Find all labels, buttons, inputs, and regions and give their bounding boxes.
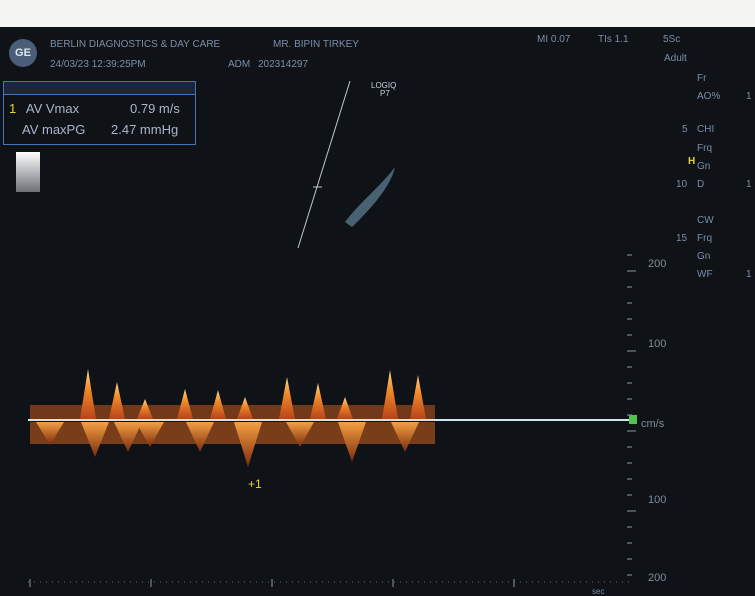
cw-cursor-line [297,80,351,249]
systolic-spike [177,389,193,419]
velocity-label: 200 [648,258,667,270]
param-label: Frq [697,143,712,154]
flow-trace [81,422,109,457]
flow-trace [391,422,419,452]
param-label: Gn [697,251,711,262]
measurement-row-vmax: 1 AV Vmax [9,101,79,116]
systolic-spike [382,370,398,419]
exam-datetime: 24/03/23 12:39:25PM [50,59,146,70]
param-label: Fr [697,73,707,84]
adm-label: ADM [228,59,251,70]
patient-name: MR. BIPIN TIRKEY [273,39,359,50]
caliper-mark: +1 [248,477,262,491]
param-label: Frq [697,233,712,244]
institution-name: BERLIN DIAGNOSTICS & DAY CARE [50,39,221,50]
systolic-spike [310,383,326,419]
thermal-index: TIs 1.1 [598,34,629,45]
param-label: WF [697,269,713,280]
flow-trace [114,422,142,452]
flow-trace [136,422,164,447]
param-value: 1 [746,269,752,280]
mechanical-index: MI 0.07 [537,34,571,45]
param-value: 1 [746,179,752,190]
preset-mode: Adult [664,53,687,64]
flow-trace [36,422,64,445]
flow-trace [186,422,214,452]
systolic-spike [410,375,426,419]
doppler-spectrum [30,369,435,467]
velocity-label: 100 [648,338,667,350]
doppler-display [28,80,637,587]
param-label: AO% [697,91,721,102]
depth-mark: 15 [676,233,688,244]
param-label: CW [697,215,714,226]
time-unit: sec [592,587,605,596]
velocity-label: 100 [648,494,667,506]
param-label: Gn [697,161,711,172]
time-axis [28,579,632,587]
depth-mark: 5 [682,124,688,135]
focus-marker-icon: H [688,156,696,167]
depth-mark: 10 [676,179,688,190]
systolic-spike [210,390,226,419]
ultrasound-screen: GE BERLIN DIAGNOSTICS & DAY CARE MR. BIP… [0,27,755,596]
systolic-spike [137,399,153,419]
system-label: LOGIQ [371,81,397,90]
baseline-marker [629,415,637,424]
flow-trace [338,422,366,462]
systolic-spike [279,377,295,419]
flow-trace [234,422,262,467]
systolic-spike [337,397,353,419]
velocity-unit: cm/s [641,418,665,430]
measurement-label: AV Vmax [25,101,80,116]
grayscale-bar [16,152,40,192]
spectrum-band-upper [30,405,435,419]
systolic-spike [80,369,96,419]
measurement-box: 1 AV Vmax 0.79 m/s AV maxPG 2.47 mmHg [3,81,196,145]
param-label: D [697,179,705,190]
probe-name: 5Sc [663,34,681,45]
measurement-index: 1 [9,101,17,116]
system-model: P7 [380,89,390,98]
measurement-label: AV maxPG [22,122,86,137]
valve-echo [345,167,395,227]
param-label: CHI [697,124,715,135]
systolic-spike [237,397,253,419]
flow-trace [286,422,314,447]
measurement-value: 2.47 mmHg [111,122,179,137]
systolic-spike [109,382,125,419]
adm-number: 202314297 [258,59,309,70]
measurement-value: 0.79 m/s [130,101,180,116]
param-value: 1 [746,91,752,102]
ge-logo: GE [9,39,37,67]
velocity-label: 200 [648,572,667,584]
measurement-box-header [4,82,195,95]
